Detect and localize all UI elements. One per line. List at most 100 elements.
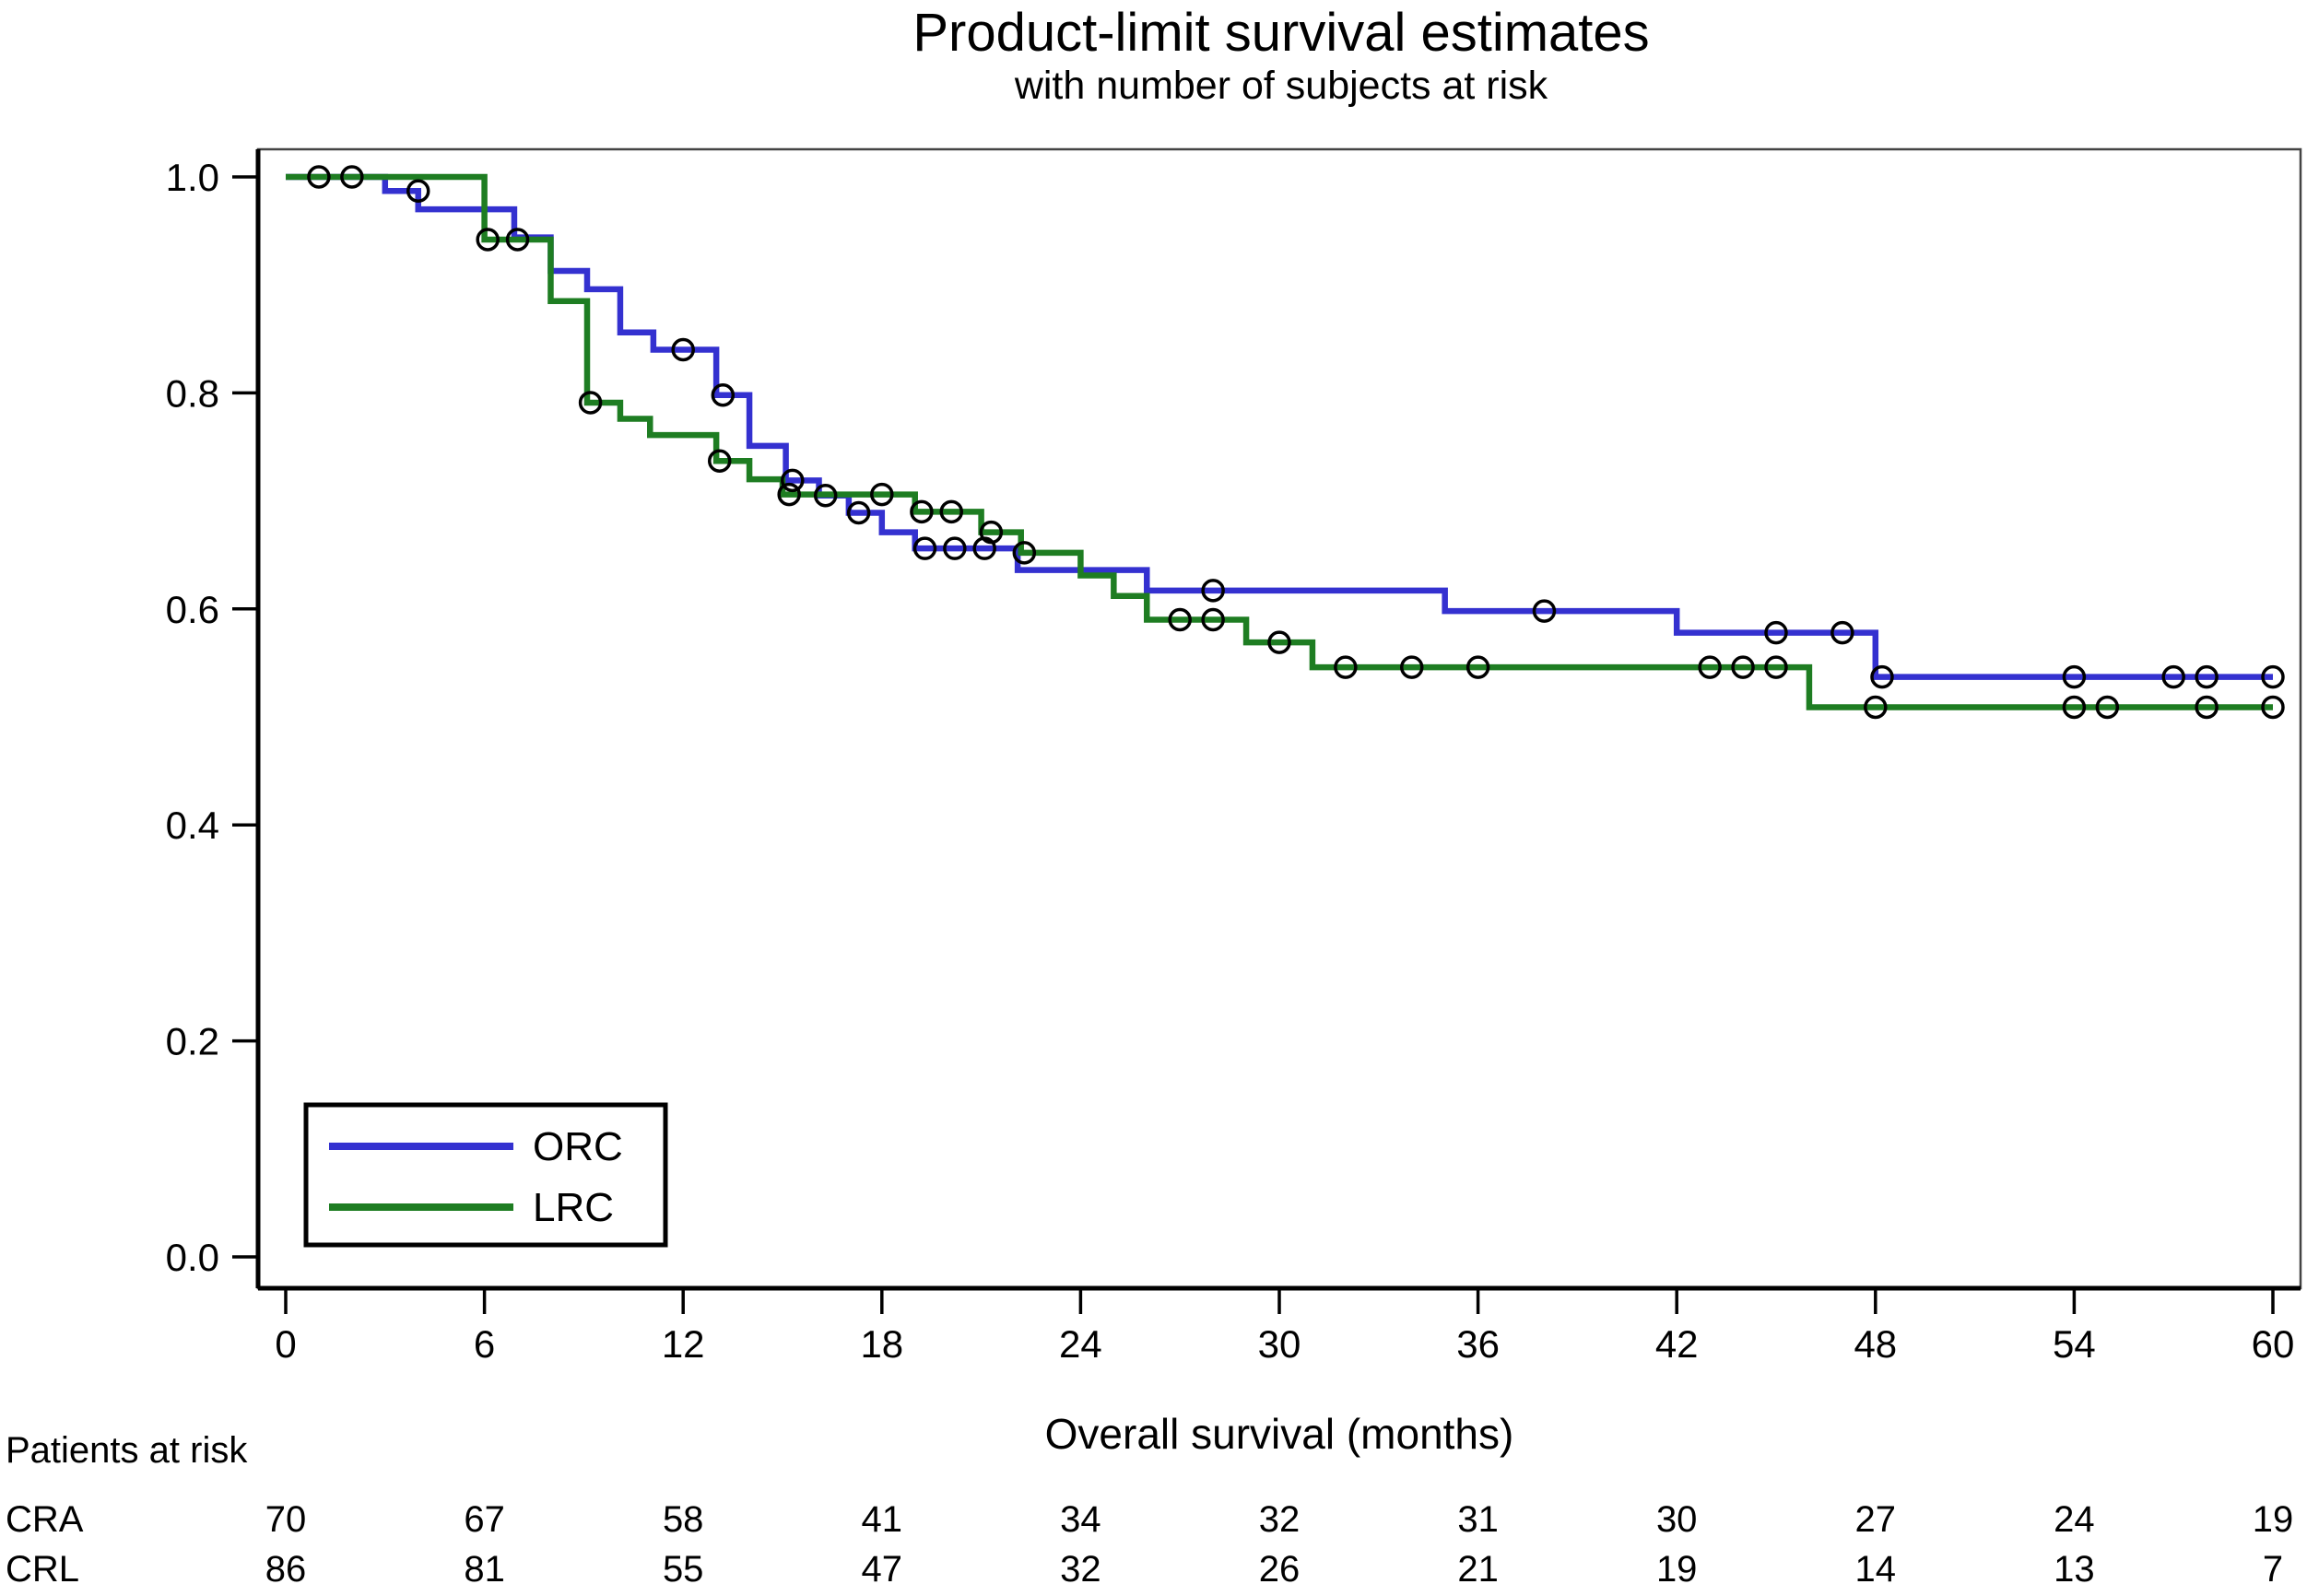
censor-mark-orc [1830, 620, 1854, 645]
censor-mark-lrc [1764, 655, 1788, 679]
censor-mark-orc [2062, 664, 2087, 689]
at-risk-count: 19 [1656, 1549, 1698, 1590]
survival-curves [286, 173, 2273, 710]
censor-mark-orc [943, 536, 967, 560]
censor-mark-orc [912, 536, 937, 560]
censor-mark-lrc [2195, 695, 2219, 720]
censor-mark-orc [340, 165, 364, 189]
at-risk-table: Patients at risk CRA CRL 70 67 58 41 34 32 31 3… [6, 1430, 2293, 1590]
at-risk-count: 24 [2054, 1499, 2095, 1540]
y-tick-label: 0.2 [166, 1020, 219, 1063]
censor-mark-orc [711, 382, 736, 407]
legend-label-lrc: LRC [533, 1185, 614, 1230]
page-title: Product-limit survival estimates [912, 3, 1649, 63]
at-risk-count: 32 [1060, 1549, 1101, 1590]
censor-mark-lrc [2062, 695, 2087, 720]
censor-mark-lrc [939, 499, 964, 524]
censor-mark-lrc [1168, 607, 1192, 632]
censor-mark-lrc [1201, 607, 1225, 632]
censor-mark-lrc [505, 228, 530, 252]
at-risk-count: 55 [663, 1549, 704, 1590]
censor-mark-lrc [1864, 695, 1888, 720]
at-risk-count: 21 [1457, 1549, 1499, 1590]
at-risk-count: 14 [1855, 1549, 1897, 1590]
y-tick-label: 0.6 [166, 588, 219, 631]
axis-ticks: 0.0 0.2 0.4 0.6 0.8 1.0 0 6 12 18 24 30 36 42 48 54 60 [166, 156, 2295, 1366]
censor-mark-lrc [1399, 655, 1424, 679]
legend: ORC LRC [303, 1102, 668, 1248]
page-subtitle: with number of subjects at risk [1014, 64, 1548, 108]
y-tick-label: 0.0 [166, 1236, 219, 1279]
at-risk-row-label-crl: CRL [6, 1549, 79, 1590]
at-risk-count: 13 [2054, 1549, 2095, 1590]
legend-label-orc: ORC [533, 1124, 623, 1169]
censor-marks [307, 165, 2285, 720]
censor-mark-orc [1764, 620, 1788, 645]
at-risk-count: 32 [1259, 1499, 1301, 1540]
at-risk-count: 7 [2263, 1549, 2283, 1590]
at-risk-count: 31 [1457, 1499, 1499, 1540]
at-risk-count: 81 [464, 1549, 505, 1590]
at-risk-count: 41 [862, 1499, 903, 1540]
y-tick-label: 0.8 [166, 371, 219, 415]
at-risk-count: 30 [1656, 1499, 1698, 1540]
censor-mark-lrc [2095, 695, 2120, 720]
x-tick-label: 42 [1655, 1322, 1699, 1366]
censor-mark-orc [671, 337, 695, 362]
censor-mark-lrc [1334, 655, 1358, 679]
censor-mark-lrc [476, 228, 500, 252]
censor-mark-lrc [1465, 655, 1490, 679]
censor-mark-orc [2161, 664, 2185, 689]
x-tick-label: 12 [662, 1322, 705, 1366]
x-tick-label: 60 [2252, 1322, 2295, 1366]
survival-curve-lrc [286, 173, 2273, 710]
censor-mark-orc [1870, 664, 1894, 689]
censor-mark-orc [813, 483, 838, 508]
x-tick-label: 18 [860, 1322, 903, 1366]
censor-mark-lrc [2261, 695, 2285, 720]
censor-mark-orc [1532, 599, 1557, 623]
legend-box [303, 1102, 668, 1248]
at-risk-count: 26 [1259, 1549, 1301, 1590]
at-risk-row-label-cra: CRA [6, 1499, 84, 1540]
censor-mark-lrc [1267, 630, 1291, 654]
x-tick-label: 0 [275, 1322, 296, 1366]
x-tick-label: 30 [1258, 1322, 1301, 1366]
censor-mark-orc [307, 165, 331, 189]
at-risk-count: 27 [1855, 1499, 1897, 1540]
censor-mark-lrc [870, 482, 894, 507]
y-tick-label: 1.0 [166, 156, 219, 199]
censor-mark-lrc [777, 482, 801, 507]
x-tick-label: 54 [2053, 1322, 2096, 1366]
censor-mark-orc [2261, 664, 2285, 689]
censor-mark-orc [406, 179, 430, 203]
at-risk-counts: 70 67 58 41 34 32 31 30 27 24 19 86 81 55 47 32 26 21 19 14… [265, 1499, 2294, 1590]
at-risk-count: 58 [663, 1499, 704, 1540]
censor-mark-lrc [979, 520, 1004, 545]
x-tick-label: 48 [1854, 1322, 1897, 1366]
at-risk-count: 86 [265, 1549, 307, 1590]
censor-mark-orc [846, 500, 871, 525]
at-risk-count: 19 [2253, 1499, 2294, 1540]
at-risk-count: 47 [862, 1549, 903, 1590]
censor-mark-orc [1201, 579, 1225, 603]
at-risk-count: 67 [464, 1499, 505, 1540]
censor-mark-orc [781, 468, 805, 493]
x-tick-label: 24 [1059, 1322, 1102, 1366]
x-tick-label: 6 [474, 1322, 495, 1366]
censor-mark-lrc [1012, 541, 1037, 565]
censor-mark-lrc [1698, 655, 1722, 679]
at-risk-count: 70 [265, 1499, 307, 1540]
at-risk-heading: Patients at risk [6, 1430, 248, 1471]
censor-mark-lrc [578, 391, 603, 415]
censor-mark-orc [2195, 664, 2219, 689]
x-axis-title: Overall survival (months) [1045, 1410, 1514, 1458]
censor-mark-lrc [910, 499, 934, 524]
y-tick-label: 0.4 [166, 804, 219, 847]
at-risk-count: 34 [1060, 1499, 1101, 1540]
censor-mark-lrc [707, 449, 732, 473]
x-tick-label: 36 [1456, 1322, 1500, 1366]
censor-mark-lrc [1731, 655, 1755, 679]
